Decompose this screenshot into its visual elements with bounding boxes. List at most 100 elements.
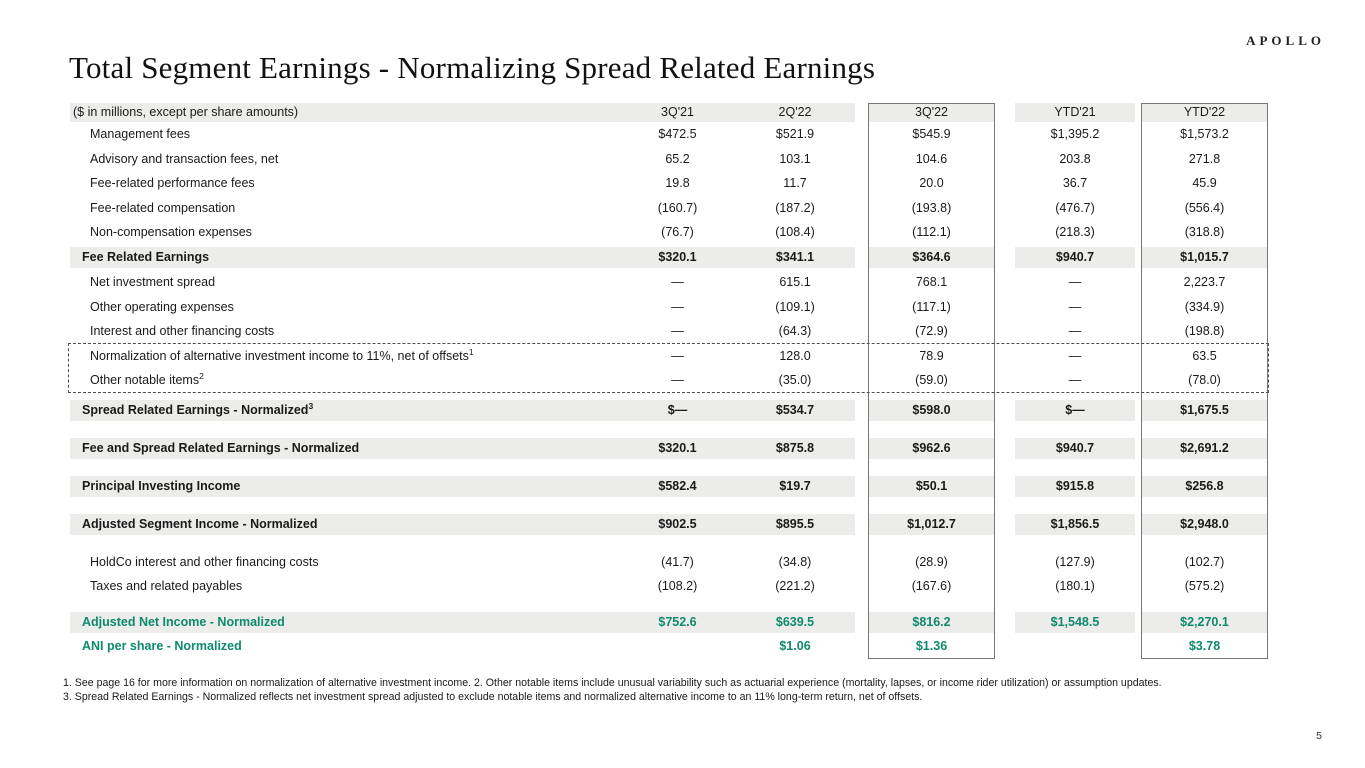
value-cell: (198.8) [1184, 324, 1225, 338]
table-body: Management fees $472.5 $521.9 $545.9 $1,395.… [70, 122, 1268, 658]
value-cell: $364.6 [868, 247, 995, 268]
value-cell: — [671, 299, 684, 314]
value-cell: — [1068, 373, 1082, 387]
column-gap [995, 122, 1015, 147]
column-gap [855, 147, 868, 172]
table-row: Other notable items2 — (35.0) (59.0) — (78.0) [70, 368, 1268, 393]
row-label: Adjusted Net Income - Normalized [70, 611, 620, 633]
value-cell: (575.2) [1184, 579, 1225, 593]
value-cell: (318.8) [1184, 225, 1225, 239]
value-cell: (35.0) [778, 373, 812, 387]
table-row: Interest and other financing costs — (64.3… [70, 319, 1268, 344]
value-cell: 103.1 [779, 151, 811, 166]
value-cell: $1.06 [779, 638, 811, 653]
row-label: Advisory and transaction fees, net [90, 151, 279, 166]
column-gap [995, 147, 1015, 172]
value-cell: (221.2) [775, 579, 815, 593]
value-cell: $1,395.2 [1050, 127, 1100, 141]
column-gap [855, 514, 868, 535]
column-header-3q22: 3Q'22 [868, 103, 995, 122]
column-gap [855, 122, 868, 147]
table-row: Taxes and related payables (108.2) (221.2)… [70, 574, 1268, 599]
value-cell: (167.6) [911, 579, 952, 593]
row-label: HoldCo interest and other financing cost… [90, 554, 319, 569]
value-cell: (102.7) [1184, 554, 1225, 569]
table-row: Management fees $472.5 $521.9 $545.9 $1,395.… [70, 122, 1268, 147]
value-cell [1015, 634, 1135, 659]
row-label: Fee Related Earnings [70, 247, 620, 268]
value-cell: $1.36 [915, 638, 948, 653]
value-cell: $— [620, 399, 735, 421]
value-cell: $341.1 [735, 247, 855, 268]
column-gap [855, 344, 868, 369]
column-header-ytd21: YTD'21 [1015, 103, 1135, 122]
value-cell: (78.0) [1188, 373, 1221, 387]
column-gap [855, 270, 868, 295]
column-gap [995, 550, 1015, 575]
value-cell: $962.6 [868, 437, 995, 459]
column-gap [855, 295, 868, 320]
value-cell: $875.8 [735, 437, 855, 459]
row-label: Spread Related Earnings - Normalized3 [70, 399, 620, 421]
value-cell: 78.9 [919, 348, 944, 363]
value-cell: $816.2 [868, 611, 995, 633]
column-header-2q22: 2Q'22 [735, 103, 855, 122]
column-header-ytd22: YTD'22 [1141, 103, 1268, 122]
column-gap [995, 612, 1015, 633]
value-cell: $915.8 [1015, 475, 1135, 497]
value-cell: (41.7) [661, 554, 694, 569]
value-cell: (34.8) [778, 554, 812, 569]
value-cell: $2,691.2 [1141, 437, 1268, 459]
column-gap [855, 634, 868, 659]
value-cell: — [1068, 275, 1082, 289]
table-row: HoldCo interest and other financing cost… [70, 550, 1268, 575]
value-cell: $50.1 [868, 475, 995, 497]
column-gap [855, 476, 868, 497]
value-cell: $320.1 [620, 437, 735, 459]
value-cell: — [671, 275, 684, 289]
column-gap [995, 368, 1015, 393]
column-gap [995, 270, 1015, 295]
value-cell: $545.9 [912, 127, 951, 141]
table-row: Fee-related compensation (160.7) (187.2) (1… [70, 196, 1268, 221]
value-cell: $3.78 [1188, 638, 1221, 653]
value-cell: 63.5 [1192, 348, 1217, 363]
value-cell: 19.8 [665, 176, 690, 190]
column-gap [995, 171, 1015, 196]
column-gap [995, 438, 1015, 459]
table-row: Non-compensation expenses (76.7) (108.4) (1… [70, 220, 1268, 245]
column-gap [995, 295, 1015, 320]
column-gap [855, 368, 868, 393]
column-gap [995, 400, 1015, 421]
value-cell: (218.3) [1055, 225, 1095, 239]
value-cell: — [1068, 324, 1082, 338]
column-gap [855, 103, 868, 122]
column-gap [855, 196, 868, 221]
value-cell: $940.7 [1015, 247, 1135, 268]
earnings-table: ($ in millions, except per share amounts… [68, 103, 1269, 659]
value-cell: 11.7 [783, 176, 807, 190]
value-cell: $19.7 [735, 475, 855, 497]
value-cell: $256.8 [1141, 475, 1268, 497]
column-gap [855, 220, 868, 245]
column-gap [855, 400, 868, 421]
page-number: 5 [1316, 730, 1322, 742]
value-cell: (109.1) [775, 299, 815, 314]
value-cell: (476.7) [1055, 200, 1095, 215]
value-cell [620, 634, 735, 659]
value-cell: $320.1 [620, 247, 735, 268]
column-gap [995, 220, 1015, 245]
value-cell: (334.9) [1184, 299, 1225, 314]
column-gap [995, 103, 1015, 122]
table-row: Adjusted Segment Income - Normalized $902… [70, 513, 1268, 535]
column-gap [855, 438, 868, 459]
page-title: Total Segment Earnings - Normalizing Spr… [69, 50, 876, 85]
value-cell: (117.1) [912, 299, 951, 314]
row-label: Adjusted Segment Income - Normalized [70, 513, 620, 535]
row-label: Interest and other financing costs [90, 324, 275, 338]
table-units-label: ($ in millions, except per share amounts… [70, 103, 620, 122]
table-row: Adjusted Net Income - Normalized $752.6 $6… [70, 611, 1268, 633]
table-row: Net investment spread — 615.1 768.1 — 2,223.7 [70, 270, 1268, 295]
value-cell: $1,548.5 [1015, 611, 1135, 633]
value-cell: $534.7 [735, 399, 855, 421]
